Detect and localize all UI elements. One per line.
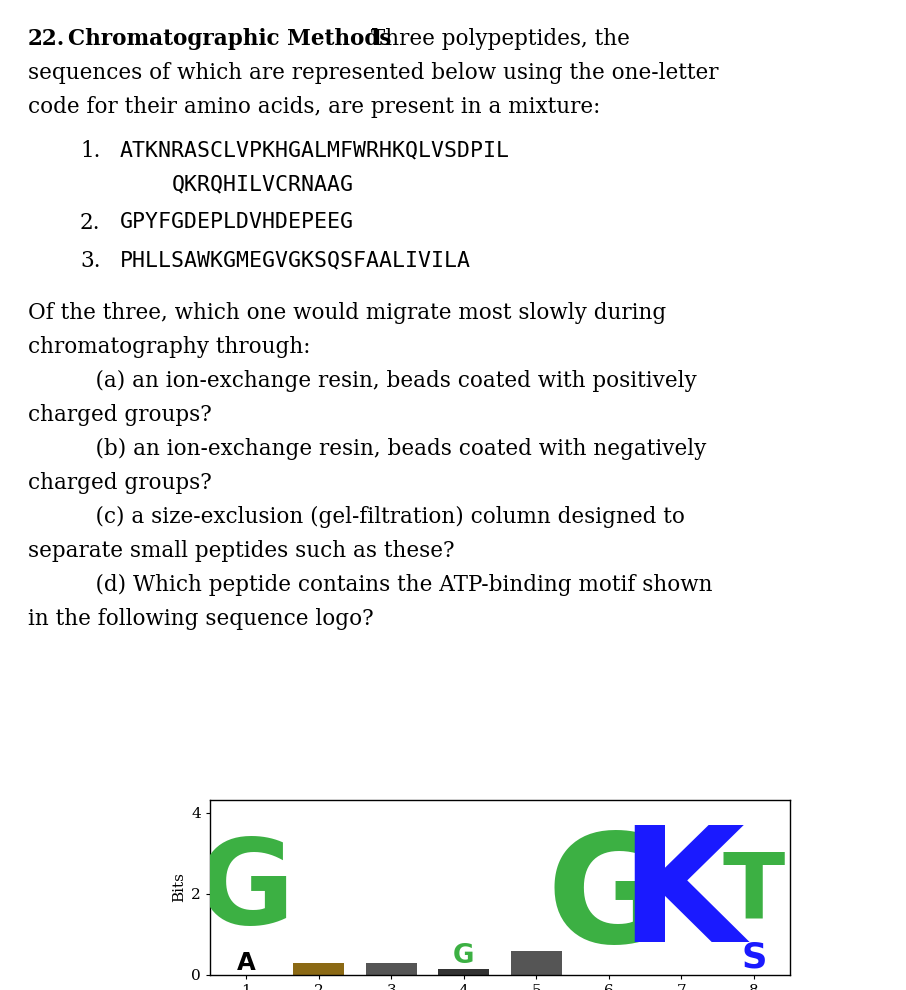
Bar	[366, 963, 417, 975]
Bar	[294, 963, 344, 975]
Text: PHLLSAWKGMEGVGKSQSFAALIVILA: PHLLSAWKGMEGVGKSQSFAALIVILA	[120, 250, 471, 270]
Text: G: G	[453, 942, 475, 969]
Text: 2.: 2.	[80, 212, 101, 234]
Text: 1.: 1.	[80, 140, 101, 162]
Y-axis label: Bits: Bits	[171, 872, 186, 903]
Text: K: K	[619, 820, 744, 975]
Text: ATKNRASCLVPKHGALMFWRHKQLVSDPIL: ATKNRASCLVPKHGALMFWRHKQLVSDPIL	[120, 140, 510, 160]
Bar	[511, 950, 562, 975]
Text: separate small peptides such as these?: separate small peptides such as these?	[28, 540, 455, 562]
Text: 22.: 22.	[28, 28, 65, 50]
Text: charged groups?: charged groups?	[28, 404, 212, 426]
Text: code for their amino acids, are present in a mixture:: code for their amino acids, are present …	[28, 96, 601, 118]
Text: in the following sequence logo?: in the following sequence logo?	[28, 608, 373, 630]
Text: (a) an ion-exchange resin, beads coated with positively: (a) an ion-exchange resin, beads coated …	[68, 370, 697, 392]
Text: chromatography through:: chromatography through:	[28, 336, 311, 358]
Text: Chromatographic Methods: Chromatographic Methods	[68, 28, 391, 50]
Text: Of the three, which one would migrate most slowly during: Of the three, which one would migrate mo…	[28, 302, 666, 324]
Bar	[439, 969, 489, 975]
Text: GPYFGDEPLDVHDEPEEG: GPYFGDEPLDVHDEPEEG	[120, 212, 354, 232]
Text: A: A	[236, 951, 255, 975]
Text: charged groups?: charged groups?	[28, 472, 212, 494]
Text: T: T	[723, 848, 785, 937]
Text: QKRQHILVCRNAAG: QKRQHILVCRNAAG	[172, 174, 354, 194]
Text: (d) Which peptide contains the ATP-binding motif shown: (d) Which peptide contains the ATP-bindi…	[68, 574, 712, 596]
Text: (b) an ion-exchange resin, beads coated with negatively: (b) an ion-exchange resin, beads coated …	[68, 438, 707, 460]
Text: Three polypeptides, the: Three polypeptides, the	[364, 28, 630, 50]
Text: G: G	[547, 828, 670, 975]
Text: 3.: 3.	[80, 250, 101, 272]
Text: G: G	[198, 833, 295, 948]
Text: S: S	[741, 941, 766, 975]
Text: sequences of which are represented below using the one-letter: sequences of which are represented below…	[28, 62, 718, 84]
Text: (c) a size-exclusion (gel-filtration) column designed to: (c) a size-exclusion (gel-filtration) co…	[68, 506, 685, 528]
